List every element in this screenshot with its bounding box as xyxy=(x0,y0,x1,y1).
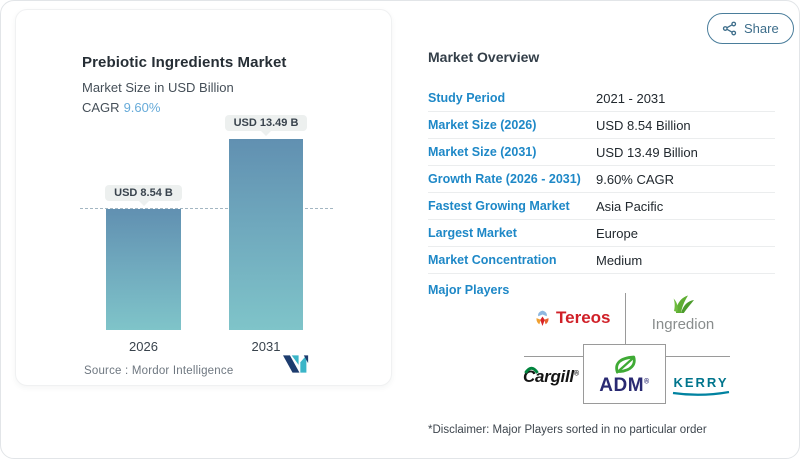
row-label: Market Size (2026) xyxy=(428,118,537,132)
bar-value-label-2031: USD 13.49 B xyxy=(224,115,308,131)
table-row-growth-rate: Growth Rate (2026 - 2031) 9.60% CAGR xyxy=(428,166,775,193)
logo-grid-divider-right xyxy=(666,356,730,357)
cagr-label: CAGR xyxy=(82,100,120,115)
cargill-leaf-icon xyxy=(524,361,539,379)
row-label: Market Concentration xyxy=(428,253,557,267)
row-value: USD 8.54 Billion xyxy=(596,117,691,133)
x-axis-label-2026: 2026 xyxy=(129,339,158,354)
adm-logo: ADM® xyxy=(583,344,666,404)
table-row-market-size-2026: Market Size (2026) USD 8.54 Billion xyxy=(428,112,775,139)
cargill-logo: Cargill® xyxy=(523,366,579,387)
cargill-registered-mark: ® xyxy=(573,370,579,378)
kerry-logo: KERRY xyxy=(672,375,730,396)
tereos-flower-icon xyxy=(533,309,552,328)
ingredion-leaf-icon xyxy=(671,294,696,315)
adm-leaf-icon xyxy=(610,354,640,375)
row-value: Asia Pacific xyxy=(596,198,664,214)
share-icon xyxy=(722,21,737,36)
bar-2026: USD 8.54 B xyxy=(105,185,182,330)
tereos-logo: Tereos xyxy=(533,308,611,328)
bar-value-label-2026: USD 8.54 B xyxy=(105,185,182,201)
logo-grid-divider-left xyxy=(524,356,583,357)
disclaimer-text: *Disclaimer: Major Players sorted in no … xyxy=(428,424,707,436)
panel-heading: Market Overview xyxy=(428,49,540,65)
row-value: Medium xyxy=(596,252,643,268)
tereos-wordmark: Tereos xyxy=(556,308,611,327)
chart-subtitle: Market Size in USD Billion xyxy=(82,80,234,95)
chart-title: Prebiotic Ingredients Market xyxy=(82,54,287,71)
share-button-label: Share xyxy=(744,21,779,36)
pill-pointer xyxy=(138,201,149,206)
kerry-underline-swoosh xyxy=(672,391,730,396)
row-value: 9.60% CAGR xyxy=(596,171,675,187)
row-value: Europe xyxy=(596,225,638,241)
adm-registered-mark: ® xyxy=(644,378,650,386)
row-value: 2021 - 2031 xyxy=(596,90,666,106)
table-row-largest-market: Largest Market Europe xyxy=(428,220,775,247)
row-label: Market Size (2031) xyxy=(428,145,537,159)
bar-fill-2026 xyxy=(106,209,181,330)
row-value: USD 13.49 Billion xyxy=(596,144,698,160)
major-players-label: Major Players xyxy=(428,283,510,297)
reference-dashed-line xyxy=(80,208,333,209)
adm-wordmark: ADM® xyxy=(599,374,650,396)
kerry-wordmark: KERRY xyxy=(673,375,729,390)
row-label: Fastest Growing Market xyxy=(428,199,570,213)
mordor-intelligence-logo xyxy=(283,355,309,378)
cagr-value: 9.60% xyxy=(123,100,161,115)
share-button[interactable]: Share xyxy=(707,13,794,44)
pill-pointer xyxy=(261,131,271,136)
table-row-study-period: Study Period 2021 - 2031 xyxy=(428,85,775,112)
row-label: Study Period xyxy=(428,91,506,105)
source-attribution: Source : Mordor Intelligence xyxy=(84,365,234,377)
row-label: Growth Rate (2026 - 2031) xyxy=(428,172,581,186)
cagr-line: CAGR 9.60% xyxy=(82,100,160,115)
table-row-market-size-2031: Market Size (2031) USD 13.49 Billion xyxy=(428,139,775,166)
bar-2031: USD 13.49 B xyxy=(224,115,308,330)
ingredion-logo: Ingredion xyxy=(642,294,724,333)
market-overview-table: Study Period 2021 - 2031 Market Size (20… xyxy=(428,85,775,274)
major-players-logos: Tereos Ingredion ADM® xyxy=(506,291,798,406)
logo-grid-divider-vertical xyxy=(625,293,626,344)
bar-fill-2031 xyxy=(229,139,303,330)
market-size-chart-card: Prebiotic Ingredients Market Market Size… xyxy=(15,9,392,386)
x-axis-label-2031: 2031 xyxy=(251,339,281,354)
table-row-market-concentration: Market Concentration Medium xyxy=(428,247,775,274)
table-row-fastest-growing-market: Fastest Growing Market Asia Pacific xyxy=(428,193,775,220)
ingredion-wordmark: Ingredion xyxy=(651,316,715,333)
row-label: Largest Market xyxy=(428,226,517,240)
